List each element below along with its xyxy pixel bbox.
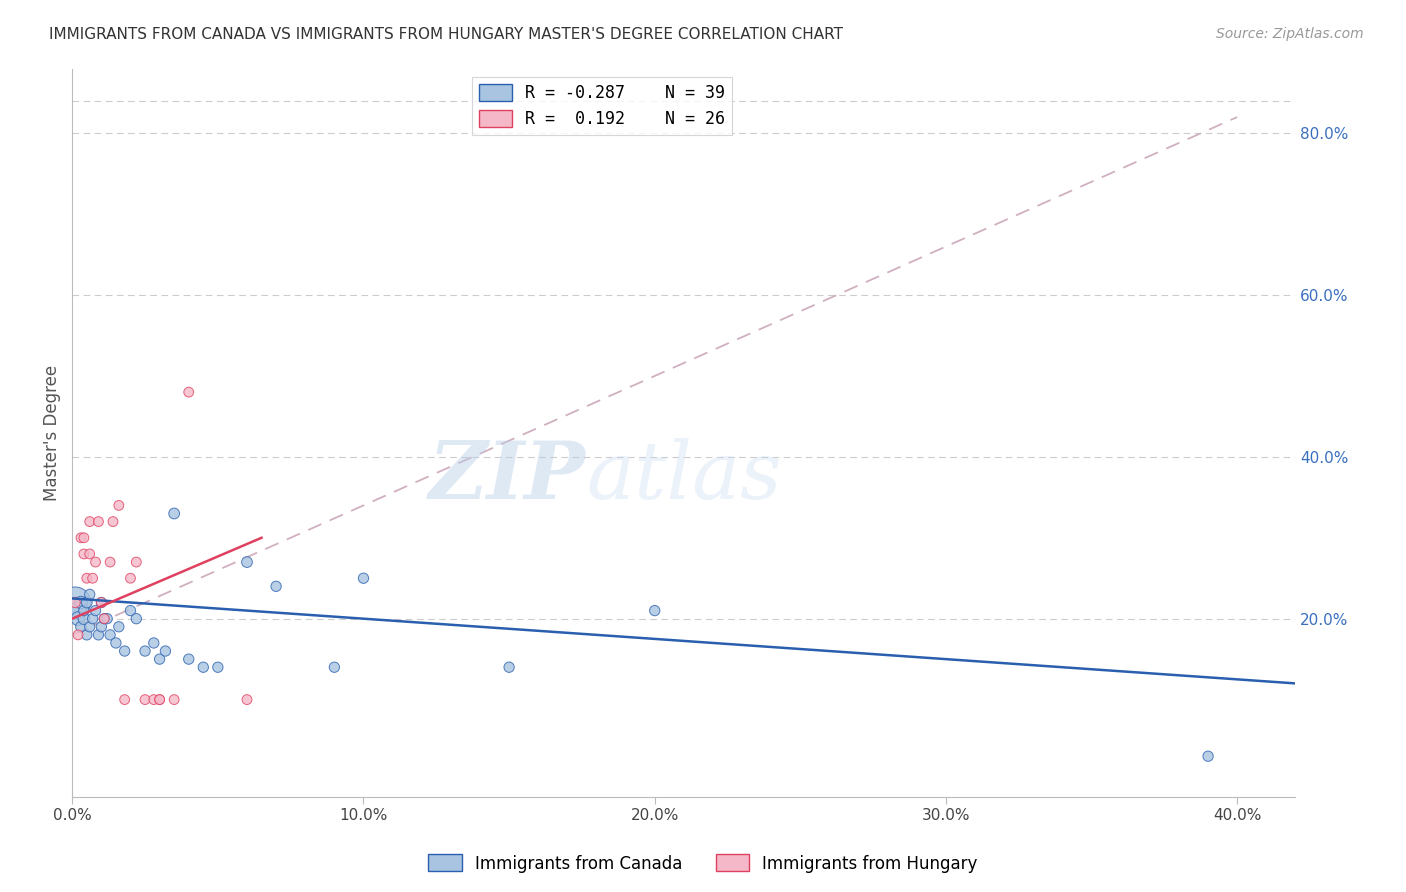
Legend: R = -0.287    N = 39, R =  0.192    N = 26: R = -0.287 N = 39, R = 0.192 N = 26 [472, 77, 733, 135]
Point [1197, 749, 1219, 764]
Point [93, 612, 115, 626]
Point [207, 660, 229, 674]
Point [155, 644, 177, 658]
Point [90, 620, 112, 634]
Text: Source: ZipAtlas.com: Source: ZipAtlas.com [1216, 27, 1364, 41]
Y-axis label: Master's Degree: Master's Degree [44, 365, 60, 500]
Point [149, 692, 172, 706]
Point [79, 547, 101, 561]
Point [125, 555, 148, 569]
Point [67, 604, 90, 618]
Point [84, 555, 107, 569]
Point [177, 652, 200, 666]
Point [79, 620, 101, 634]
Point [98, 555, 121, 569]
Point [73, 531, 96, 545]
Point [644, 604, 666, 618]
Point [142, 692, 165, 706]
Point [149, 652, 172, 666]
Point [163, 507, 186, 521]
Point [108, 499, 131, 513]
Point [90, 595, 112, 609]
Point [498, 660, 520, 674]
Text: IMMIGRANTS FROM CANADA VS IMMIGRANTS FROM HUNGARY MASTER'S DEGREE CORRELATION CH: IMMIGRANTS FROM CANADA VS IMMIGRANTS FRO… [49, 27, 844, 42]
Point [98, 628, 121, 642]
Point [108, 620, 131, 634]
Point [67, 628, 90, 642]
Point [73, 604, 96, 618]
Point [82, 571, 104, 585]
Point [177, 385, 200, 400]
Point [70, 531, 93, 545]
Point [114, 692, 136, 706]
Point [323, 660, 346, 674]
Point [87, 515, 110, 529]
Point [236, 555, 259, 569]
Point [353, 571, 375, 585]
Text: atlas: atlas [586, 438, 782, 515]
Point [73, 547, 96, 561]
Point [63, 595, 86, 609]
Point [76, 571, 98, 585]
Point [82, 612, 104, 626]
Point [134, 644, 156, 658]
Point [114, 644, 136, 658]
Point [67, 612, 90, 626]
Point [104, 636, 127, 650]
Point [125, 612, 148, 626]
Point [63, 595, 86, 609]
Point [264, 579, 287, 593]
Point [73, 612, 96, 626]
Point [149, 692, 172, 706]
Point [76, 595, 98, 609]
Point [93, 612, 115, 626]
Point [79, 587, 101, 601]
Point [120, 604, 142, 618]
Legend: Immigrants from Canada, Immigrants from Hungary: Immigrants from Canada, Immigrants from … [422, 847, 984, 880]
Point [142, 636, 165, 650]
Point [193, 660, 215, 674]
Text: ZIP: ZIP [429, 438, 586, 515]
Point [70, 595, 93, 609]
Point [101, 515, 124, 529]
Point [96, 612, 118, 626]
Point [87, 628, 110, 642]
Point [79, 515, 101, 529]
Point [70, 620, 93, 634]
Point [84, 604, 107, 618]
Point [134, 692, 156, 706]
Point [163, 692, 186, 706]
Point [236, 692, 259, 706]
Point [76, 628, 98, 642]
Point [120, 571, 142, 585]
Point [90, 595, 112, 609]
